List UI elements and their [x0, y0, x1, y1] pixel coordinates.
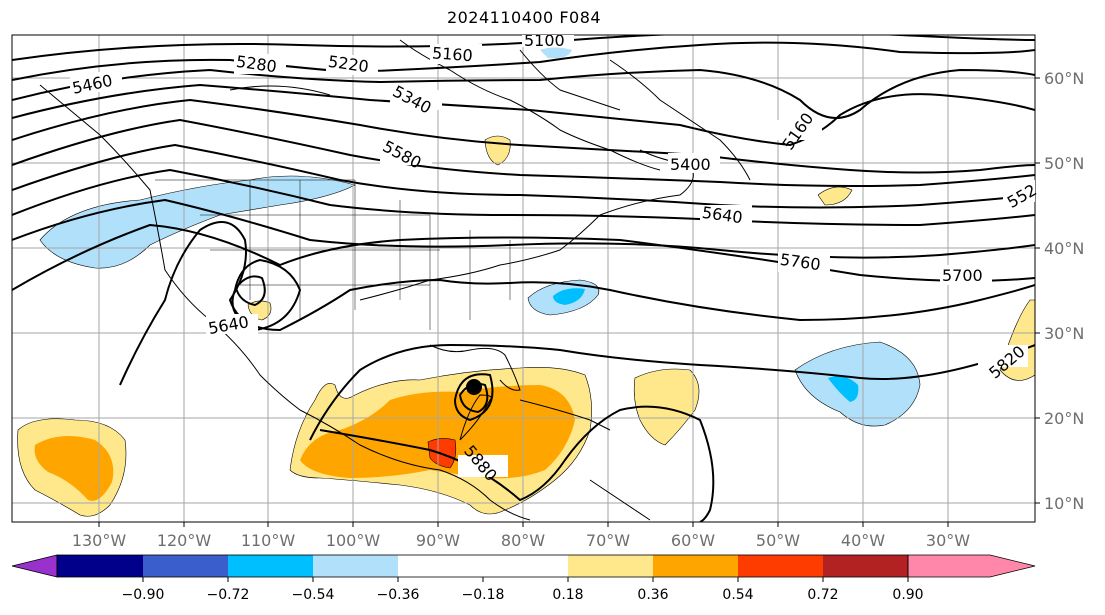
- colorbar-tick-label: −0.54: [292, 587, 335, 603]
- anomaly-positive-atlantic-north: [817, 186, 853, 206]
- colorbar-tick-label: 0.36: [637, 587, 668, 603]
- lon-label: 60°W: [671, 531, 715, 550]
- colorbar-extend-high: [908, 555, 1035, 577]
- lon-label: 110°W: [241, 531, 296, 550]
- colorbar-segment: [568, 555, 653, 577]
- lon-label: 130°W: [72, 531, 127, 550]
- colorbar-segment: [57, 555, 143, 577]
- colorbar-tick-label: 0.90: [892, 587, 923, 603]
- lon-label: 30°W: [926, 531, 970, 550]
- colorbar-segment: [738, 555, 823, 577]
- contour-label: 5400: [670, 155, 711, 174]
- lat-label: 30°N: [1044, 324, 1084, 343]
- colorbar-tick-label: 0.18: [552, 587, 583, 603]
- colorbar-tick-label: −0.90: [122, 587, 165, 603]
- lat-label: 60°N: [1044, 69, 1084, 88]
- anomaly-positive-antilles: [633, 368, 700, 446]
- anomaly-negative-atlantic-core: [553, 288, 585, 305]
- lon-label: 80°W: [501, 531, 545, 550]
- colorbar-segment: [228, 555, 313, 577]
- map-title: 2024110400 F084: [446, 8, 602, 27]
- lat-label: 20°N: [1044, 409, 1084, 428]
- colorbar-segment: [143, 555, 228, 577]
- graticule: [12, 35, 1035, 522]
- colorbar-segment: [398, 555, 483, 577]
- colorbar-segment: [313, 555, 398, 577]
- lon-label: 40°W: [841, 531, 885, 550]
- colorbar: −0.90 −0.72 −0.54 −0.36 −0.18 0.18 0.36 …: [11, 554, 1036, 603]
- colorbar-tick-label: −0.36: [377, 587, 420, 603]
- lon-label: 90°W: [416, 531, 460, 550]
- lon-label: 70°W: [586, 531, 630, 550]
- anomaly-negative-east: [794, 341, 921, 427]
- storm-center-marker: [466, 379, 482, 395]
- colorbar-tick-label: −0.18: [462, 587, 505, 603]
- colorbar-tick-label: 0.72: [807, 587, 838, 603]
- colorbar-tick-label: −0.72: [207, 587, 250, 603]
- lat-label: 10°N: [1044, 494, 1084, 513]
- latitude-labels: 60°N 50°N 40°N 30°N 20°N 10°N: [1044, 69, 1084, 513]
- colorbar-segment: [653, 555, 738, 577]
- anomaly-positive-west-core: [34, 436, 114, 501]
- lon-label: 120°W: [157, 531, 212, 550]
- colorbar-extend-low: [11, 554, 58, 578]
- tick-marks: [98, 77, 1040, 527]
- lat-label: 40°N: [1044, 239, 1084, 258]
- anomaly-negative-north: [540, 47, 572, 59]
- height-contours: [12, 35, 1035, 522]
- lat-label: 50°N: [1044, 154, 1084, 173]
- lon-label: 50°W: [756, 531, 800, 550]
- contour-label: 5160: [431, 43, 473, 65]
- colorbar-segment: [483, 555, 568, 577]
- colorbar-tick-label: 0.54: [722, 587, 753, 603]
- longitude-labels: 130°W 120°W 110°W 100°W 90°W 80°W 70°W 6…: [72, 531, 970, 550]
- lon-label: 100°W: [326, 531, 381, 550]
- contour-label: 5700: [942, 266, 983, 285]
- anomaly-negative-nw: [39, 175, 356, 269]
- contour-label: 5100: [524, 31, 565, 50]
- anomaly-negative-east-core: [828, 376, 859, 402]
- colorbar-segment: [823, 555, 908, 577]
